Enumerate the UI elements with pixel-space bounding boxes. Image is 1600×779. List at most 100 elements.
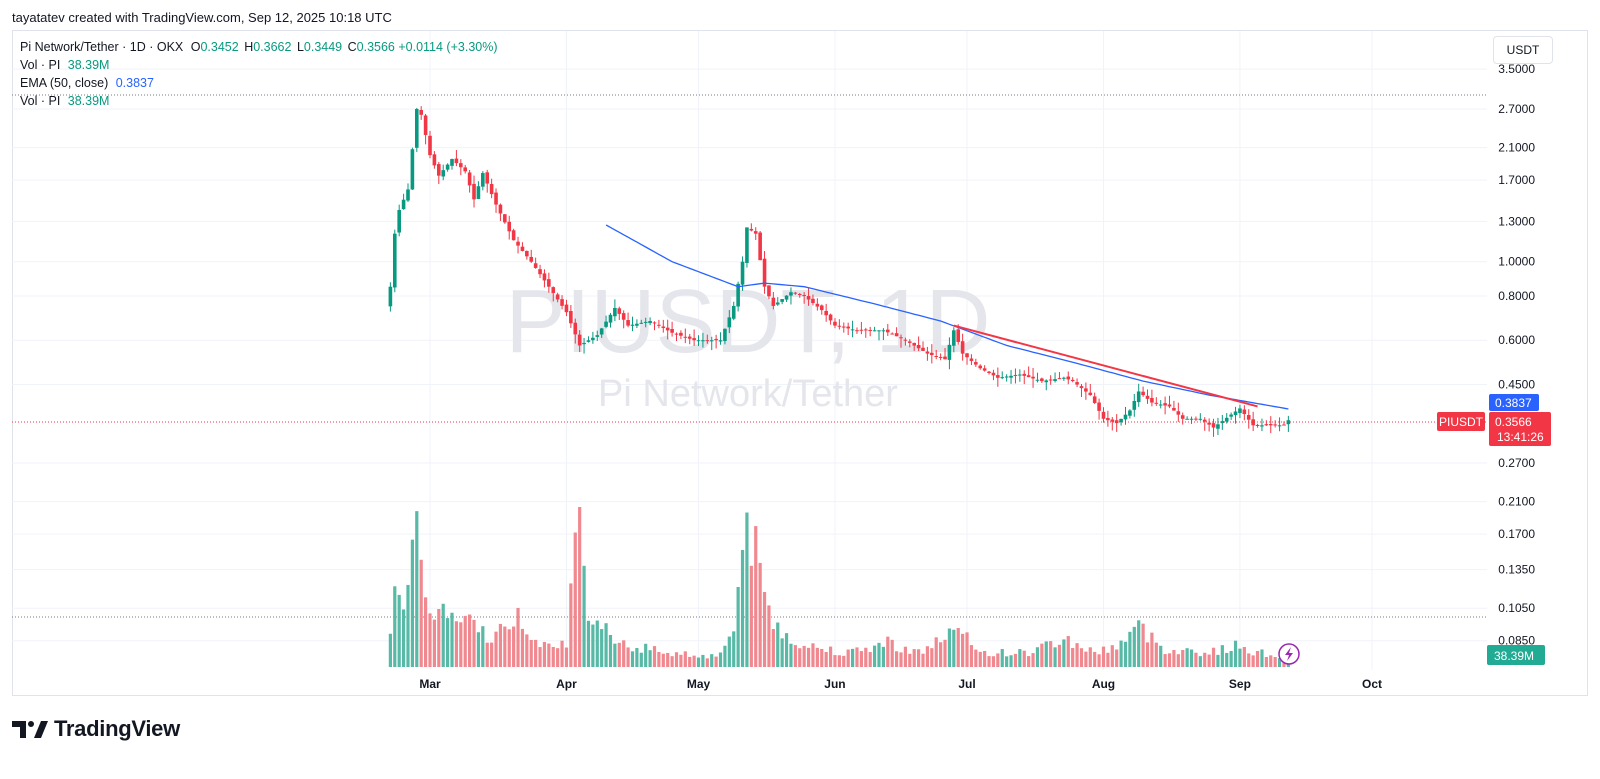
volume-bar bbox=[432, 619, 437, 667]
ema-label: EMA (50, close) bbox=[20, 76, 109, 90]
volume-bar bbox=[670, 656, 674, 667]
volume-bar bbox=[551, 646, 555, 667]
volume-bar bbox=[428, 613, 432, 667]
candle bbox=[877, 330, 881, 341]
candle bbox=[943, 348, 947, 360]
candle bbox=[595, 330, 600, 342]
candle bbox=[846, 322, 850, 336]
candle bbox=[485, 169, 490, 193]
candle bbox=[533, 257, 538, 269]
volume-bar bbox=[560, 640, 564, 667]
volume-bar bbox=[648, 650, 652, 667]
candle bbox=[753, 227, 758, 240]
ema-badge-text: 0.3837 bbox=[1495, 396, 1532, 410]
candle bbox=[903, 337, 908, 346]
candle bbox=[463, 165, 468, 174]
volume-bar bbox=[820, 648, 824, 667]
candle bbox=[696, 335, 701, 347]
candle bbox=[921, 341, 925, 352]
volume-bar bbox=[450, 612, 454, 667]
time-tick-label: Mar bbox=[419, 677, 441, 691]
candle bbox=[503, 213, 507, 224]
candle bbox=[952, 327, 956, 353]
volume-bar bbox=[679, 654, 683, 667]
candle bbox=[599, 327, 604, 338]
candle bbox=[428, 130, 432, 159]
candle bbox=[1136, 383, 1141, 407]
tradingview-brand[interactable]: TradingView bbox=[12, 716, 180, 742]
volume-bar bbox=[1049, 641, 1053, 667]
volume-bar bbox=[507, 629, 511, 667]
price-tick-label: 0.2700 bbox=[1498, 456, 1535, 470]
volume-bar bbox=[604, 623, 608, 667]
legend-volume-row[interactable]: Vol · PI 38.39M bbox=[20, 56, 498, 74]
symbol-badge: PIUSDT bbox=[1437, 412, 1485, 431]
volume-bar bbox=[710, 654, 714, 667]
volume-bar bbox=[683, 651, 687, 667]
volume-bar bbox=[991, 656, 996, 667]
candle bbox=[1268, 416, 1273, 434]
volume-bar bbox=[793, 645, 797, 667]
volume-bar bbox=[454, 621, 459, 667]
volume-bar bbox=[1185, 648, 1189, 667]
currency-unit-button[interactable]: USDT bbox=[1493, 36, 1553, 64]
volume-bar bbox=[1132, 626, 1136, 667]
lightning-icon[interactable] bbox=[1278, 643, 1300, 665]
candle bbox=[705, 334, 710, 344]
candle bbox=[793, 291, 798, 295]
candle bbox=[613, 299, 617, 322]
candle bbox=[1119, 418, 1123, 426]
volume-bar bbox=[798, 648, 802, 667]
legend-volume-row-2[interactable]: Vol · PI 38.39M bbox=[20, 92, 498, 110]
volume-bar bbox=[1260, 649, 1264, 667]
volume-bar bbox=[661, 653, 665, 667]
volume-bar bbox=[758, 562, 762, 667]
volume-bar bbox=[943, 639, 947, 667]
legend-ema-row[interactable]: EMA (50, close) 0.3837 bbox=[20, 74, 498, 92]
volume-bar bbox=[534, 639, 538, 667]
candle bbox=[511, 228, 516, 241]
candle bbox=[916, 336, 921, 352]
price-tick-label: 0.1700 bbox=[1498, 527, 1535, 541]
volume-bar bbox=[705, 658, 709, 667]
candle bbox=[1238, 404, 1242, 419]
volume-bar bbox=[1141, 623, 1145, 667]
candle bbox=[507, 215, 512, 240]
candle bbox=[397, 204, 401, 237]
volume-bar bbox=[547, 643, 551, 667]
candle bbox=[925, 346, 930, 361]
volume-bar bbox=[1044, 641, 1048, 667]
close-value: 0.3566 bbox=[356, 40, 395, 54]
candle bbox=[573, 318, 578, 344]
volume-bar bbox=[503, 626, 507, 667]
volume-bar bbox=[586, 620, 591, 667]
volume-badge: 38.39M bbox=[1487, 645, 1545, 665]
candle bbox=[1084, 382, 1088, 400]
candle bbox=[771, 291, 776, 310]
volume-bar bbox=[903, 646, 908, 667]
volume-bar bbox=[666, 652, 670, 667]
candle bbox=[749, 223, 754, 232]
volume-bar bbox=[401, 609, 406, 667]
candle bbox=[1282, 421, 1286, 426]
candle bbox=[520, 242, 525, 252]
candle bbox=[459, 159, 463, 176]
candle bbox=[551, 286, 556, 302]
open-label: O bbox=[190, 40, 201, 54]
candle bbox=[560, 295, 564, 310]
candle bbox=[1260, 418, 1264, 432]
candle bbox=[731, 301, 736, 321]
candle bbox=[419, 106, 423, 120]
candle bbox=[1273, 420, 1277, 428]
volume-bar bbox=[600, 629, 604, 667]
volume-bar bbox=[740, 550, 745, 667]
volume-bar bbox=[1167, 653, 1172, 667]
volume-bar bbox=[674, 652, 679, 667]
candle bbox=[1075, 378, 1079, 388]
volume-bar bbox=[397, 594, 401, 667]
symbol-title[interactable]: Pi Network/Tether · 1D · OKX bbox=[20, 40, 184, 54]
volume-bar bbox=[908, 653, 912, 667]
volume-bar bbox=[696, 657, 701, 667]
price-axis: 3.5000 2.7000 2.1000 1.7000 1.3000 1.0000 0.80… bbox=[1498, 62, 1535, 648]
